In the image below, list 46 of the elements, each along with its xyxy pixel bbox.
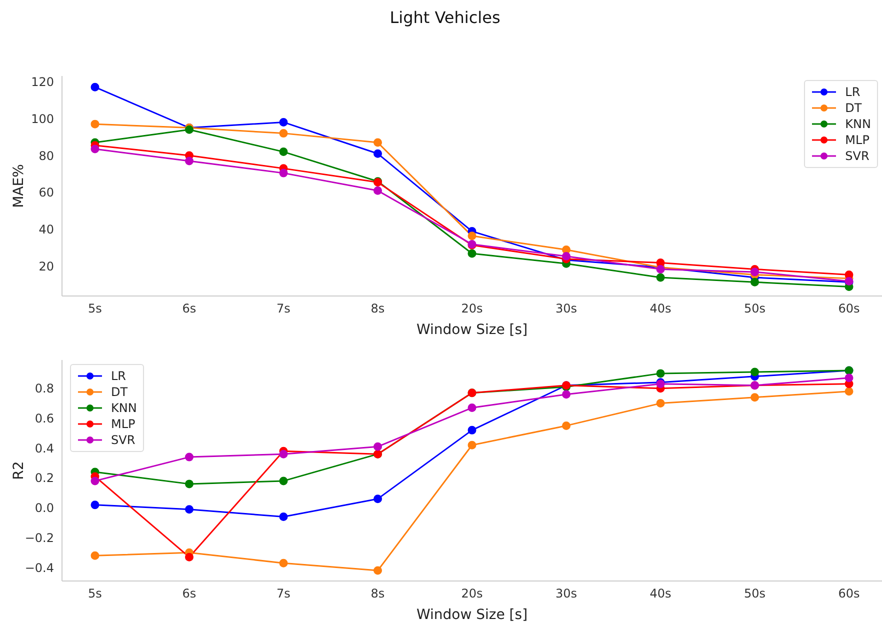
y-tick-label: 100: [31, 112, 54, 126]
x-tick-label: 50s: [744, 302, 766, 316]
x-axis-title: Window Size [s]: [416, 322, 528, 338]
x-tick-label: 50s: [744, 586, 766, 601]
x-tick-label: 30s: [555, 586, 578, 601]
x-tick-label: 8s: [370, 302, 385, 316]
y-tick-label: 120: [31, 74, 54, 89]
legend-label: LR: [845, 85, 860, 99]
x-tick-label: 5s: [88, 586, 102, 601]
y-tick-label: 0.4: [34, 441, 54, 456]
x-tick-label: 30s: [555, 302, 578, 316]
legend-label: SVR: [111, 433, 136, 447]
legend-label: MLP: [111, 417, 136, 431]
y-tick-label: 0.6: [34, 411, 54, 426]
y-tick-label: 80: [38, 148, 54, 163]
y-axis-title: R2: [10, 461, 27, 480]
y-tick-label: 20: [38, 260, 54, 274]
x-tick-label: 40s: [650, 586, 672, 601]
legend-label: MLP: [845, 133, 870, 147]
chart-title: Light Vehicles: [388, 8, 502, 29]
y-tick-label: −0.2: [24, 530, 54, 545]
x-tick-label: 7s: [276, 586, 290, 601]
x-tick-label: 60s: [838, 586, 860, 601]
legend-label: SVR: [845, 149, 870, 163]
x-tick-label: 8s: [370, 586, 385, 601]
x-tick-label: 20s: [461, 586, 483, 601]
y-tick-label: 60: [38, 186, 54, 200]
y-tick-label: −0.4: [24, 560, 54, 575]
legend-label: DT: [111, 385, 128, 399]
legend-label: KNN: [111, 401, 137, 415]
x-tick-label: 60s: [838, 302, 860, 316]
legend-label: LR: [111, 369, 126, 383]
y-tick-label: 0.2: [34, 471, 54, 486]
x-tick-label: 20s: [461, 302, 483, 316]
x-axis-title: Window Size [s]: [416, 607, 528, 623]
legend-label: KNN: [845, 117, 871, 131]
x-tick-label: 7s: [276, 302, 290, 316]
legend-label: DT: [845, 101, 862, 115]
y-tick-label: 0.0: [34, 501, 54, 516]
y-tick-label: 40: [38, 222, 54, 237]
x-tick-label: 40s: [650, 302, 672, 316]
x-tick-label: 6s: [182, 586, 196, 601]
y-tick-label: 0.8: [34, 382, 54, 396]
y-axis-title: MAE%: [10, 164, 27, 208]
x-tick-label: 6s: [182, 302, 196, 316]
x-tick-label: 5s: [88, 302, 102, 316]
